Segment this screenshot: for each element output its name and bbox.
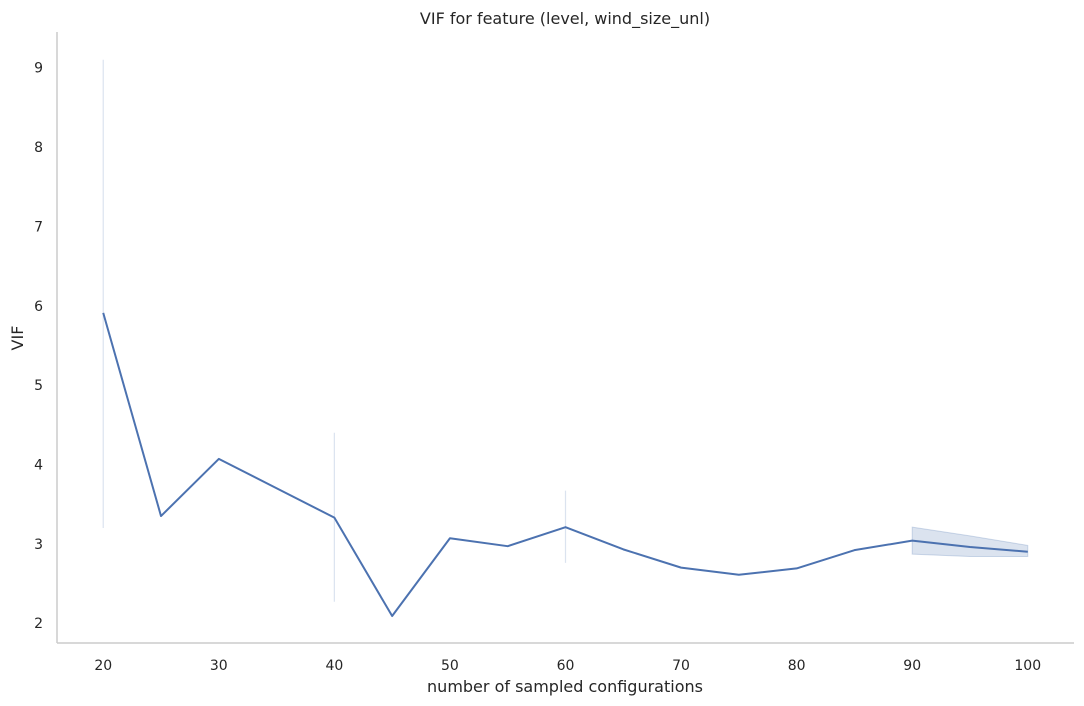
y-tick-label: 2 xyxy=(34,616,43,632)
series-line xyxy=(102,312,1028,618)
x-tick-label: 80 xyxy=(788,658,806,674)
y-tick-label: 4 xyxy=(34,457,43,473)
x-tick-label: 20 xyxy=(94,658,112,674)
x-ticks: 20 30 40 50 60 70 80 90 100 xyxy=(94,658,1041,674)
y-axis-label: VIF xyxy=(8,326,27,351)
x-tick-label: 70 xyxy=(672,658,690,674)
y-tick-label: 8 xyxy=(34,140,43,156)
x-axis-label: number of sampled configurations xyxy=(427,677,703,696)
y-tick-label: 3 xyxy=(34,537,43,553)
y-tick-label: 5 xyxy=(34,378,43,394)
y-ticks: 2 3 4 5 6 7 8 9 xyxy=(34,61,43,632)
x-tick-label: 50 xyxy=(441,658,459,674)
x-tick-label: 90 xyxy=(903,658,921,674)
y-tick-label: 7 xyxy=(34,219,43,235)
chart-title: VIF for feature (level, wind_size_unl) xyxy=(420,9,710,29)
x-tick-label: 40 xyxy=(325,658,343,674)
y-tick-label: 6 xyxy=(34,299,43,315)
x-tick-label: 100 xyxy=(1014,658,1041,674)
x-tick-label: 60 xyxy=(557,658,575,674)
ci-layer xyxy=(102,59,1029,602)
y-tick-label: 9 xyxy=(34,61,43,77)
x-tick-label: 30 xyxy=(210,658,228,674)
